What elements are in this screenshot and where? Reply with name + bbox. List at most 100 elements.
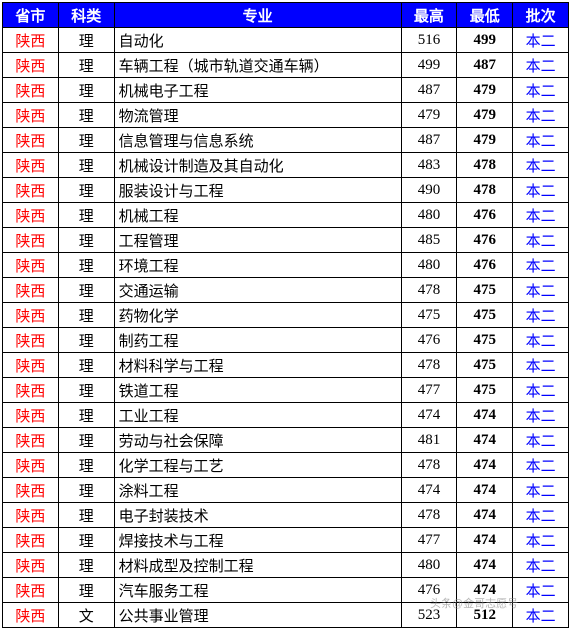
admission-score-table: 省市 科类 专业 最高 最低 批次 陕西理自动化516499本二陕西理车辆工程（… (2, 2, 569, 628)
cell-province: 陕西 (3, 478, 59, 503)
cell-high-score: 485 (401, 228, 457, 253)
cell-subject: 理 (58, 53, 114, 78)
cell-subject: 理 (58, 428, 114, 453)
cell-high-score: 477 (401, 528, 457, 553)
table-row: 陕西理环境工程480476本二 (3, 253, 569, 278)
table-row: 陕西理工业工程474474本二 (3, 403, 569, 428)
cell-major: 公共事业管理 (114, 603, 401, 628)
cell-province: 陕西 (3, 78, 59, 103)
cell-batch: 本二 (513, 28, 569, 53)
cell-high-score: 478 (401, 453, 457, 478)
header-subject: 科类 (58, 3, 114, 28)
table-row: 陕西理材料成型及控制工程480474本二 (3, 553, 569, 578)
cell-subject: 文 (58, 603, 114, 628)
cell-high-score: 478 (401, 278, 457, 303)
cell-major: 涂料工程 (114, 478, 401, 503)
cell-province: 陕西 (3, 228, 59, 253)
cell-major: 劳动与社会保障 (114, 428, 401, 453)
cell-province: 陕西 (3, 28, 59, 53)
cell-high-score: 490 (401, 178, 457, 203)
cell-batch: 本二 (513, 328, 569, 353)
cell-low-score: 478 (457, 153, 513, 178)
cell-subject: 理 (58, 353, 114, 378)
cell-low-score: 474 (457, 453, 513, 478)
cell-major: 汽车服务工程 (114, 578, 401, 603)
cell-province: 陕西 (3, 278, 59, 303)
cell-batch: 本二 (513, 253, 569, 278)
cell-batch: 本二 (513, 453, 569, 478)
cell-batch: 本二 (513, 278, 569, 303)
table-row: 陕西理信息管理与信息系统487479本二 (3, 128, 569, 153)
cell-province: 陕西 (3, 153, 59, 178)
table-row: 陕西理机械设计制造及其自动化483478本二 (3, 153, 569, 178)
cell-subject: 理 (58, 153, 114, 178)
cell-high-score: 479 (401, 103, 457, 128)
cell-low-score: 474 (457, 553, 513, 578)
cell-major: 铁道工程 (114, 378, 401, 403)
cell-province: 陕西 (3, 578, 59, 603)
table-row: 陕西理铁道工程477475本二 (3, 378, 569, 403)
cell-low-score: 475 (457, 303, 513, 328)
cell-major: 信息管理与信息系统 (114, 128, 401, 153)
table-row: 陕西理涂料工程474474本二 (3, 478, 569, 503)
table-row: 陕西理机械工程480476本二 (3, 203, 569, 228)
cell-province: 陕西 (3, 503, 59, 528)
cell-low-score: 499 (457, 28, 513, 53)
cell-low-score: 475 (457, 378, 513, 403)
table-row: 陕西理车辆工程（城市轨道交通车辆）499487本二 (3, 53, 569, 78)
cell-subject: 理 (58, 103, 114, 128)
table-row: 陕西理工程管理485476本二 (3, 228, 569, 253)
cell-low-score: 478 (457, 178, 513, 203)
cell-batch: 本二 (513, 553, 569, 578)
header-batch: 批次 (513, 3, 569, 28)
cell-batch: 本二 (513, 428, 569, 453)
cell-high-score: 474 (401, 403, 457, 428)
cell-low-score: 479 (457, 103, 513, 128)
table-row: 陕西理材料科学与工程478475本二 (3, 353, 569, 378)
cell-subject: 理 (58, 378, 114, 403)
cell-major: 环境工程 (114, 253, 401, 278)
cell-batch: 本二 (513, 53, 569, 78)
cell-subject: 理 (58, 328, 114, 353)
header-low-score: 最低 (457, 3, 513, 28)
watermark-text: 头条@金哥志愿号 (430, 595, 518, 611)
cell-high-score: 499 (401, 53, 457, 78)
cell-subject: 理 (58, 478, 114, 503)
cell-province: 陕西 (3, 453, 59, 478)
cell-high-score: 487 (401, 128, 457, 153)
cell-subject: 理 (58, 453, 114, 478)
cell-batch: 本二 (513, 478, 569, 503)
cell-low-score: 487 (457, 53, 513, 78)
cell-low-score: 479 (457, 128, 513, 153)
cell-subject: 理 (58, 578, 114, 603)
header-province: 省市 (3, 3, 59, 28)
cell-major: 材料成型及控制工程 (114, 553, 401, 578)
cell-low-score: 474 (457, 428, 513, 453)
cell-major: 制药工程 (114, 328, 401, 353)
cell-province: 陕西 (3, 603, 59, 628)
cell-subject: 理 (58, 203, 114, 228)
cell-major: 车辆工程（城市轨道交通车辆） (114, 53, 401, 78)
cell-subject: 理 (58, 253, 114, 278)
cell-major: 交通运输 (114, 278, 401, 303)
cell-subject: 理 (58, 303, 114, 328)
cell-subject: 理 (58, 403, 114, 428)
cell-province: 陕西 (3, 303, 59, 328)
cell-major: 焊接技术与工程 (114, 528, 401, 553)
cell-major: 工业工程 (114, 403, 401, 428)
table-row: 陕西理电子封装技术478474本二 (3, 503, 569, 528)
cell-high-score: 481 (401, 428, 457, 453)
table-row: 陕西理物流管理479479本二 (3, 103, 569, 128)
table-row: 陕西理服装设计与工程490478本二 (3, 178, 569, 203)
cell-low-score: 474 (457, 503, 513, 528)
table-row: 陕西理药物化学475475本二 (3, 303, 569, 328)
cell-major: 材料科学与工程 (114, 353, 401, 378)
cell-high-score: 480 (401, 253, 457, 278)
cell-high-score: 474 (401, 478, 457, 503)
cell-batch: 本二 (513, 378, 569, 403)
cell-batch: 本二 (513, 128, 569, 153)
cell-batch: 本二 (513, 353, 569, 378)
cell-batch: 本二 (513, 178, 569, 203)
cell-low-score: 475 (457, 278, 513, 303)
cell-low-score: 476 (457, 203, 513, 228)
